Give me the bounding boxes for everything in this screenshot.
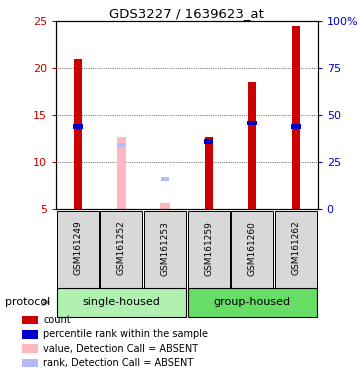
Text: percentile rank within the sample: percentile rank within the sample <box>43 329 208 339</box>
Bar <box>57 288 186 317</box>
Bar <box>74 59 82 209</box>
Text: protocol: protocol <box>5 297 51 307</box>
Text: rank, Detection Call = ABSENT: rank, Detection Call = ABSENT <box>43 358 193 368</box>
Bar <box>231 211 273 288</box>
Bar <box>188 211 230 288</box>
Text: group-housed: group-housed <box>214 297 291 308</box>
Title: GDS3227 / 1639623_at: GDS3227 / 1639623_at <box>109 7 264 20</box>
Text: GSM161262: GSM161262 <box>291 221 300 275</box>
Bar <box>57 211 99 288</box>
Bar <box>247 121 257 125</box>
Text: GSM161260: GSM161260 <box>248 221 257 275</box>
Bar <box>292 26 300 209</box>
Bar <box>205 137 213 209</box>
Text: count: count <box>43 315 71 325</box>
Bar <box>248 82 256 209</box>
Bar <box>204 139 213 144</box>
Text: GSM161252: GSM161252 <box>117 221 126 275</box>
Bar <box>291 124 301 129</box>
Text: GSM161259: GSM161259 <box>204 221 213 275</box>
Bar <box>144 211 186 288</box>
Bar <box>160 203 170 209</box>
Text: GSM161253: GSM161253 <box>161 221 170 275</box>
Text: GSM161249: GSM161249 <box>73 221 82 275</box>
Text: single-housed: single-housed <box>82 297 160 308</box>
Bar <box>161 177 169 181</box>
Text: value, Detection Call = ABSENT: value, Detection Call = ABSENT <box>43 344 199 354</box>
Bar <box>73 124 83 129</box>
Bar <box>100 211 142 288</box>
Bar <box>117 137 126 209</box>
Bar <box>117 143 125 147</box>
Bar <box>275 211 317 288</box>
Bar <box>188 288 317 317</box>
